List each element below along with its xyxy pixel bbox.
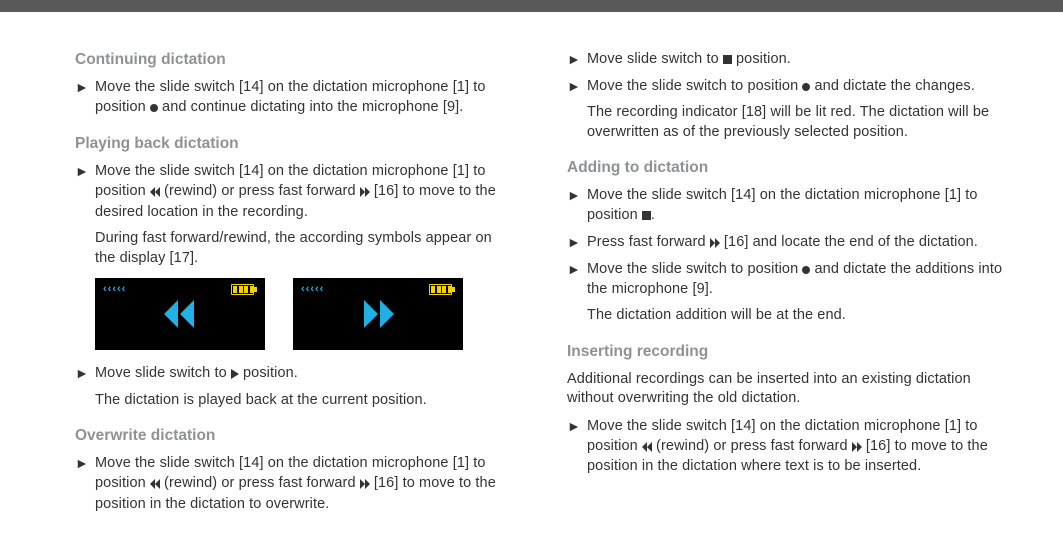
status-chevrons: ‹‹‹‹‹ <box>301 283 324 295</box>
step-text: Press fast forward [16] and locate the e… <box>587 233 1003 254</box>
step: ► Move slide switch to position. <box>75 364 511 384</box>
intro-text: Additional recordings can be inserted in… <box>567 370 1003 409</box>
step: ► Move the slide switch [14] on the dict… <box>75 78 511 117</box>
fast-forward-icon <box>710 234 720 254</box>
step-marker-icon: ► <box>567 186 587 225</box>
page-content: Continuing dictation ► Move the slide sw… <box>0 12 1063 521</box>
step-text: Move the slide switch to position and di… <box>587 260 1003 299</box>
display-screenshots: ‹‹‹‹‹ ‹‹‹‹‹ <box>95 278 511 350</box>
step: ► Move the slide switch to position and … <box>567 260 1003 299</box>
section-inserting-title: Inserting recording <box>567 342 1003 362</box>
fast-forward-icon <box>852 438 862 458</box>
step-text: Move the slide switch [14] on the dictat… <box>587 417 1003 477</box>
section-adding-title: Adding to dictation <box>567 158 1003 178</box>
step-text: Move slide switch to position. <box>95 364 511 384</box>
display-forward: ‹‹‹‹‹ <box>293 278 463 350</box>
step-text: Move the slide switch [14] on the dictat… <box>95 162 511 222</box>
fast-forward-icon <box>360 183 370 203</box>
step: ► Move the slide switch [14] on the dict… <box>75 454 511 514</box>
step-marker-icon: ► <box>567 260 587 299</box>
step-marker-icon: ► <box>567 417 587 477</box>
rewind-icon <box>642 438 652 458</box>
fast-forward-icon <box>360 475 370 495</box>
rewind-icon <box>150 183 160 203</box>
section-overwrite-title: Overwrite dictation <box>75 426 511 446</box>
status-chevrons: ‹‹‹‹‹ <box>103 283 126 295</box>
stop-icon <box>723 55 732 64</box>
step-marker-icon: ► <box>75 162 95 222</box>
battery-icon <box>429 284 455 295</box>
step-marker-icon: ► <box>567 233 587 254</box>
step: ► Move the slide switch [14] on the dict… <box>75 162 511 222</box>
step-marker-icon: ► <box>75 454 95 514</box>
step: ► Move the slide switch to position and … <box>567 77 1003 97</box>
note-text: The dictation addition will be at the en… <box>587 306 1003 326</box>
rewind-icon <box>150 475 160 495</box>
step: ► Move the slide switch [14] on the dict… <box>567 417 1003 477</box>
step-marker-icon: ► <box>567 77 587 97</box>
right-column: ► Move slide switch to position. ► Move … <box>567 50 1003 521</box>
step-text: Move the slide switch to position and di… <box>587 77 1003 97</box>
step-text: Move the slide switch [14] on the dictat… <box>587 186 1003 225</box>
left-column: Continuing dictation ► Move the slide sw… <box>75 50 511 521</box>
section-playing-title: Playing back dictation <box>75 134 511 154</box>
step-marker-icon: ► <box>75 78 95 117</box>
display-rewind: ‹‹‹‹‹ <box>95 278 265 350</box>
step-text: Move the slide switch [14] on the dictat… <box>95 454 511 514</box>
top-bar <box>0 0 1063 12</box>
step: ► Move slide switch to position. <box>567 50 1003 70</box>
record-icon <box>150 104 158 112</box>
step-marker-icon: ► <box>75 364 95 384</box>
display-rewind-icon <box>164 300 196 328</box>
note-text: The recording indicator [18] will be lit… <box>587 103 1003 142</box>
step-text: Move the slide switch [14] on the dictat… <box>95 78 511 117</box>
step: ► Press fast forward [16] and locate the… <box>567 233 1003 254</box>
note-text: During fast forward/rewind, the accordin… <box>95 229 511 268</box>
stop-icon <box>642 211 651 220</box>
step: ► Move the slide switch [14] on the dict… <box>567 186 1003 225</box>
step-text: Move slide switch to position. <box>587 50 1003 70</box>
play-icon <box>231 369 239 379</box>
display-forward-icon <box>362 300 394 328</box>
section-continuing-title: Continuing dictation <box>75 50 511 70</box>
battery-icon <box>231 284 257 295</box>
note-text: The dictation is played back at the curr… <box>95 391 511 411</box>
step-marker-icon: ► <box>567 50 587 70</box>
